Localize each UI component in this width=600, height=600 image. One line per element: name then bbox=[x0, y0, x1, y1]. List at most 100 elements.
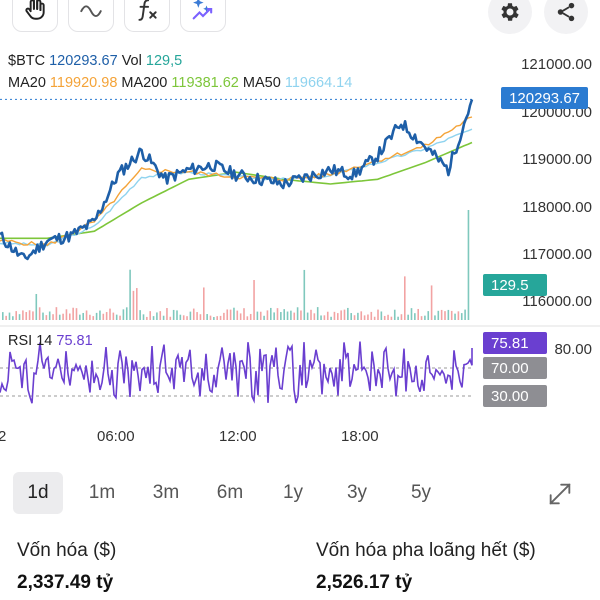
volume-bar bbox=[22, 310, 24, 320]
volume-bar bbox=[380, 311, 383, 320]
volume-bar bbox=[253, 280, 255, 320]
volume-bar bbox=[236, 310, 239, 320]
volume-bar bbox=[69, 313, 71, 320]
volume-bar bbox=[8, 312, 11, 320]
volume-bar bbox=[387, 314, 389, 320]
volume-bar bbox=[337, 313, 339, 320]
volume-bar bbox=[152, 316, 155, 320]
volume-bar bbox=[243, 308, 245, 320]
volume-bar bbox=[89, 314, 91, 320]
rsi-legend: RSI 14 75.81 bbox=[8, 333, 93, 349]
volume-bar bbox=[300, 310, 302, 320]
price-chart[interactable] bbox=[0, 0, 600, 420]
current-price-tag: 120293.67 bbox=[501, 87, 588, 109]
volume-bar bbox=[109, 308, 111, 320]
time-axis-label: 06:00 bbox=[97, 428, 135, 445]
rsi-line bbox=[0, 341, 473, 404]
volume-bar bbox=[146, 316, 148, 320]
volume-bar bbox=[186, 316, 188, 320]
volume-bar bbox=[226, 309, 229, 320]
share-button[interactable] bbox=[544, 0, 588, 34]
volume-tag: 129.5 bbox=[483, 274, 547, 296]
volume-bar bbox=[32, 311, 34, 320]
volume-bar bbox=[280, 312, 282, 320]
volume-bar bbox=[306, 312, 309, 320]
timeframe-3y[interactable]: 3y bbox=[346, 482, 368, 503]
volume-bar bbox=[290, 310, 292, 320]
volume-bar bbox=[259, 311, 262, 320]
function-icon bbox=[138, 0, 157, 21]
timeframe-1m[interactable]: 1m bbox=[88, 482, 116, 503]
volume-bar bbox=[229, 309, 232, 320]
volume-bar bbox=[42, 312, 44, 320]
volume-bar bbox=[343, 309, 346, 320]
volume-bar bbox=[424, 315, 426, 320]
volume-bar bbox=[196, 312, 198, 320]
volume-bar bbox=[363, 315, 366, 320]
function-tool-button[interactable] bbox=[124, 0, 170, 32]
volume-bar bbox=[58, 314, 61, 320]
volume-bar bbox=[12, 316, 14, 320]
hand-tool-button[interactable] bbox=[12, 0, 58, 32]
volume-bar bbox=[454, 313, 456, 320]
volume-bar bbox=[367, 314, 369, 320]
volume-bar bbox=[450, 310, 453, 320]
price-legend: $BTC 120293.67 Vol 129,5 bbox=[8, 53, 182, 69]
volume-bar bbox=[203, 287, 205, 320]
volume-bar bbox=[437, 310, 440, 320]
volume-bar bbox=[273, 312, 275, 320]
volume-bar bbox=[192, 308, 195, 320]
volume-bar bbox=[350, 313, 352, 320]
volume-bar bbox=[216, 316, 218, 320]
volume-bar bbox=[119, 315, 121, 320]
fullscreen-button[interactable] bbox=[546, 480, 576, 510]
volume-bar bbox=[303, 269, 306, 320]
volume-bar bbox=[407, 314, 409, 320]
fdv-value: 2,526.17 tỷ bbox=[316, 572, 413, 593]
timeframe-1y[interactable]: 1y bbox=[282, 482, 304, 503]
timeframe-5y[interactable]: 5y bbox=[410, 482, 432, 503]
settings-button[interactable] bbox=[488, 0, 532, 34]
volume-bar bbox=[162, 315, 165, 320]
volume-bar bbox=[55, 307, 58, 320]
time-axis-label: 2 bbox=[0, 428, 7, 445]
timeframe-1d[interactable]: 1d bbox=[13, 472, 63, 514]
volume-bar bbox=[209, 315, 212, 320]
volume-bar bbox=[397, 316, 399, 320]
ai-tool-button[interactable] bbox=[180, 0, 226, 32]
volume-bar bbox=[136, 288, 138, 320]
market-cap-value: 2,337.49 tỷ bbox=[17, 572, 114, 593]
volume-bar bbox=[340, 310, 342, 320]
curve-tool-button[interactable] bbox=[68, 0, 114, 32]
sparkle-icon bbox=[192, 0, 213, 20]
ma50-line bbox=[0, 128, 473, 247]
volume-bar bbox=[122, 309, 125, 320]
volume-bar bbox=[159, 311, 162, 320]
rsi-upper-tag: 70.00 bbox=[483, 357, 547, 379]
price-axis-label: 117000.00 bbox=[522, 246, 592, 263]
volume-bar bbox=[35, 293, 38, 320]
volume-bar bbox=[92, 316, 95, 320]
volume-bar bbox=[404, 276, 406, 320]
volume-bar bbox=[65, 309, 68, 320]
volume-bar bbox=[95, 312, 98, 320]
volume-bar bbox=[283, 309, 285, 320]
price-axis-label: 121000.00 bbox=[521, 56, 592, 73]
price-line bbox=[0, 99, 474, 261]
volume-bar bbox=[370, 311, 373, 320]
hand-icon bbox=[25, 0, 45, 20]
volume-bar bbox=[199, 314, 202, 320]
volume-bar bbox=[444, 311, 446, 320]
volume-bar bbox=[310, 309, 312, 320]
volume-bar bbox=[139, 310, 141, 320]
ma20-label: MA20 bbox=[8, 75, 46, 91]
timeframe-3m[interactable]: 3m bbox=[152, 482, 180, 503]
timeframe-6m[interactable]: 6m bbox=[216, 482, 244, 503]
volume-bar bbox=[62, 313, 64, 320]
volume-bar bbox=[276, 308, 279, 320]
volume-bar bbox=[320, 315, 322, 320]
volume-bar bbox=[414, 313, 416, 320]
ma50-label: MA50 bbox=[242, 75, 281, 91]
price-axis-label: 118000.00 bbox=[522, 199, 592, 216]
volume-bar bbox=[434, 315, 436, 320]
